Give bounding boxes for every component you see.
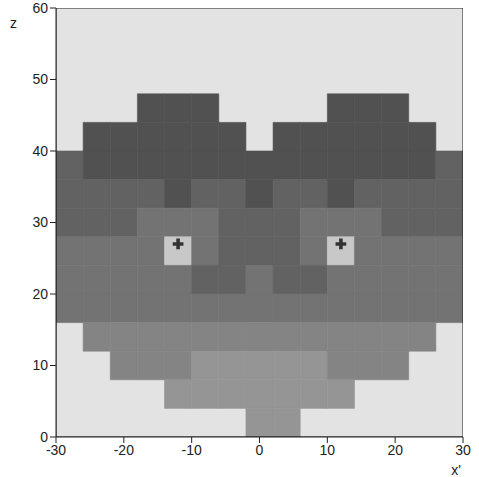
svg-text:50: 50 [32,71,48,87]
svg-text:30: 30 [455,442,471,458]
svg-text:40: 40 [32,143,48,159]
svg-text:20: 20 [32,286,48,302]
svg-text:x': x' [451,462,461,477]
svg-text:-30: -30 [46,442,66,458]
svg-text:-20: -20 [114,442,134,458]
svg-text:20: 20 [387,442,403,458]
svg-text:z: z [10,15,17,31]
svg-text:30: 30 [32,214,48,230]
svg-text:0: 0 [256,442,264,458]
svg-text:0: 0 [40,429,48,445]
svg-text:-10: -10 [182,442,202,458]
svg-text:10: 10 [320,442,336,458]
svg-text:60: 60 [32,0,48,16]
svg-text:10: 10 [32,357,48,373]
